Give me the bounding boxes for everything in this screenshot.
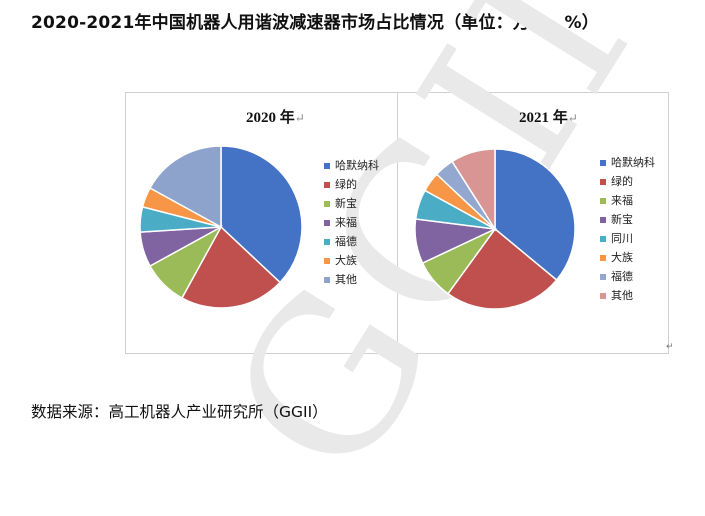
pie-chart-2021: [414, 148, 576, 310]
legend-item: 绿的: [324, 175, 379, 194]
legend-2021: 哈默纳科绿的来福新宝同川大族福德其他: [600, 153, 655, 305]
legend-item: 新宝: [600, 210, 655, 229]
legend-swatch: [324, 257, 330, 264]
chart-2021-title: 2021 年↵: [519, 106, 578, 127]
legend-item: 大族: [324, 251, 379, 270]
pie-slice-2021-1: [446, 227, 558, 310]
pie-slice-2020-1: [180, 225, 282, 309]
legend-swatch: [600, 235, 606, 242]
legend-label: 同川: [611, 232, 633, 245]
legend-item: 哈默纳科: [324, 156, 379, 175]
pie-slice-2021-7: [451, 148, 496, 232]
chart-2021-title-text: 2021 年: [519, 110, 568, 126]
legend-label: 新宝: [611, 213, 633, 226]
legend-item: 其他: [324, 270, 379, 289]
pie-slice-2020-6: [149, 145, 222, 229]
page-title: 2020-2021年中国机器人用谐波减速器市场占比情况（单位：万台，%）: [31, 13, 599, 33]
legend-item: 福德: [600, 267, 655, 286]
legend-label: 来福: [611, 194, 633, 207]
legend-swatch: [600, 197, 606, 204]
legend-label: 哈默纳科: [335, 159, 379, 172]
legend-swatch: [324, 238, 330, 245]
legend-item: 新宝: [324, 194, 379, 213]
pie-slice-2020-0: [220, 145, 303, 284]
chart-frame: [125, 92, 669, 354]
legend-label: 哈默纳科: [611, 156, 655, 169]
legend-2020: 哈默纳科绿的新宝来福福德大族其他: [324, 156, 379, 289]
legend-item: 来福: [600, 191, 655, 210]
legend-item: 其他: [600, 286, 655, 305]
legend-swatch: [600, 178, 606, 185]
legend-swatch: [324, 162, 330, 169]
legend-label: 其他: [611, 289, 633, 302]
legend-item: 绿的: [600, 172, 655, 191]
legend-item: 同川: [600, 229, 655, 248]
legend-swatch: [324, 181, 330, 188]
chart-2020-title-text: 2020 年: [246, 110, 295, 126]
legend-label: 大族: [611, 251, 633, 264]
legend-label: 新宝: [335, 197, 357, 210]
legend-label: 其他: [335, 273, 357, 286]
pie-slice-2021-0: [494, 148, 576, 282]
pie-chart-2020: [139, 145, 303, 309]
chart-2021-title-mark: ↵: [567, 111, 578, 125]
legend-swatch: [324, 219, 330, 226]
data-source-note: 数据来源：高工机器人产业研究所（GGII）: [31, 403, 328, 421]
legend-label: 福德: [335, 235, 357, 248]
chart-divider: [397, 93, 398, 353]
corner-mark: ↵: [666, 342, 674, 352]
legend-label: 绿的: [611, 175, 633, 188]
legend-label: 大族: [335, 254, 357, 267]
legend-swatch: [600, 159, 606, 166]
legend-item: 哈默纳科: [600, 153, 655, 172]
legend-swatch: [324, 200, 330, 207]
legend-label: 福德: [611, 270, 633, 283]
legend-item: 大族: [600, 248, 655, 267]
legend-swatch: [600, 292, 606, 299]
legend-label: 绿的: [335, 178, 357, 191]
chart-2020-title: 2020 年↵: [246, 106, 305, 127]
chart-2020-title-mark: ↵: [294, 111, 305, 125]
legend-swatch: [600, 216, 606, 223]
legend-label: 来福: [335, 216, 357, 229]
legend-swatch: [600, 254, 606, 261]
legend-item: 来福: [324, 213, 379, 232]
legend-swatch: [324, 276, 330, 283]
legend-swatch: [600, 273, 606, 280]
legend-item: 福德: [324, 232, 379, 251]
